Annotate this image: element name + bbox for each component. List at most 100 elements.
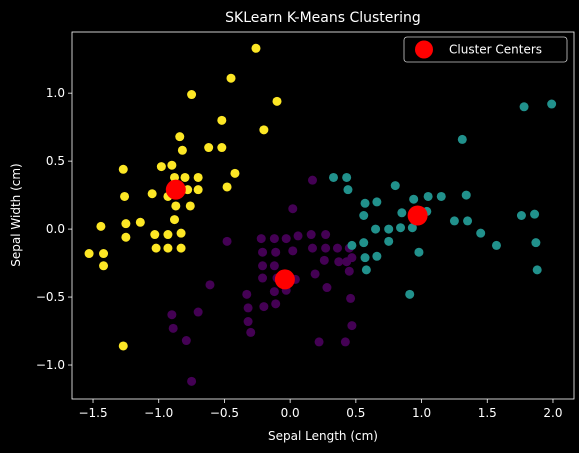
x-axis-label: Sepal Length (cm)	[268, 429, 378, 443]
y-tick-label-2: 0.0	[46, 222, 65, 236]
x-tick-label-4: 0.5	[346, 406, 365, 420]
scatter-point-cluster-0-11	[204, 143, 214, 153]
scatter-point-cluster-2-22	[396, 223, 406, 233]
scatter-point-cluster-1-10	[271, 247, 281, 257]
scatter-point-cluster-2-11	[372, 197, 382, 207]
scatter-point-cluster-2-16	[463, 216, 473, 226]
scatter-point-cluster-0-12	[217, 143, 227, 153]
scatter-point-cluster-2-13	[397, 208, 407, 218]
legend: Cluster Centers	[403, 36, 568, 63]
scatter-point-cluster-2-32	[360, 253, 370, 263]
scatter-point-cluster-2-19	[359, 211, 369, 220]
scatter-point-cluster-2-12	[409, 194, 419, 204]
scatter-point-cluster-1-0	[307, 175, 317, 185]
scatter-point-cluster-0-10	[167, 160, 177, 170]
scatter-point-cluster-0-9	[156, 162, 166, 172]
scatter-point-cluster-1-9	[258, 247, 268, 257]
scatter-point-cluster-2-5	[343, 185, 353, 195]
scatter-point-cluster-0-7	[259, 125, 269, 135]
y-tick-label-4: 1.0	[46, 86, 65, 100]
scatter-point-cluster-0-36	[163, 243, 173, 253]
scatter-point-cluster-0-30	[163, 230, 173, 240]
scatter-point-cluster-2-25	[359, 238, 369, 248]
scatter-point-cluster-1-32	[346, 293, 356, 303]
scatter-point-cluster-1-21	[342, 257, 352, 267]
scatter-point-cluster-2-2	[457, 134, 467, 144]
scatter-point-cluster-1-24	[205, 280, 215, 290]
scatter-point-cluster-1-39	[347, 321, 357, 331]
scatter-point-cluster-0-15	[193, 172, 203, 182]
x-axis: −1.5 −1.0 −0.5 0.0 0.5 1.0 1.5 2.0	[78, 399, 563, 420]
scatter-point-cluster-0-13	[170, 172, 180, 182]
x-tick-label-5: 1.0	[412, 406, 431, 420]
scatter-point-cluster-2-20	[371, 224, 381, 234]
scatter-point-cluster-2-28	[372, 251, 382, 261]
scatter-point-cluster-1-20	[334, 257, 344, 267]
scatter-point-cluster-2-4	[342, 172, 352, 182]
y-tick-label-0: −1.0	[36, 358, 65, 372]
scatter-point-cluster-2-26	[384, 236, 394, 246]
scatter-point-cluster-2-34	[532, 265, 542, 275]
scatter-point-cluster-2-30	[531, 238, 541, 248]
scatter-point-cluster-1-5	[281, 234, 291, 244]
x-tick-label-3: 0.0	[281, 406, 300, 420]
scatter-point-cluster-2-18	[530, 209, 540, 219]
scatter-point-cluster-1-41	[246, 327, 256, 337]
scatter-point-cluster-1-29	[242, 289, 252, 299]
scatter-point-cluster-0-3	[272, 96, 282, 106]
scatter-point-cluster-0-22	[222, 182, 232, 192]
scatter-point-cluster-2-10	[360, 198, 370, 208]
scatter-point-cluster-0-1	[187, 90, 197, 100]
scatter-point-cluster-0-25	[170, 215, 180, 225]
legend-marker-cluster-centers	[415, 40, 433, 59]
scatter-point-cluster-2-35	[405, 289, 415, 299]
scatter-point-cluster-1-22	[310, 269, 320, 279]
scatter-point-cluster-1-11	[288, 246, 298, 256]
scatter-point-cluster-1-7	[306, 230, 316, 240]
chart-title: SKLearn K-Means Clustering	[225, 10, 421, 26]
scatter-point-cluster-0-21	[193, 185, 203, 195]
scatter-point-cluster-0-39	[118, 341, 128, 351]
plot-area	[84, 43, 557, 386]
plot-frame	[71, 31, 575, 400]
scatter-point-cluster-0-6	[217, 115, 227, 125]
scatter-point-cluster-1-37	[193, 307, 203, 317]
scatter-point-cluster-1-13	[321, 243, 331, 253]
scatter-point-cluster-2-24	[476, 228, 486, 238]
scatter-point-cluster-0-17	[120, 191, 130, 201]
y-tick-label-3: 0.5	[46, 154, 65, 168]
scatter-point-cluster-1-38	[243, 317, 253, 327]
scatter-point-cluster-1-8	[321, 230, 331, 240]
scatter-point-cluster-1-23	[344, 266, 354, 276]
scatter-point-cluster-0-31	[176, 228, 186, 238]
scatter-point-cluster-0-34	[99, 249, 109, 259]
scatter-point-cluster-1-25	[258, 273, 268, 283]
scatter-point-cluster-0-18	[147, 189, 157, 199]
scatter-point-cluster-0-35	[151, 243, 161, 253]
x-tick-label-7: 2.0	[543, 406, 562, 420]
scatter-point-cluster-0-2	[226, 73, 236, 83]
scatter-point-cluster-1-17	[258, 261, 268, 271]
legend-box	[403, 36, 568, 63]
scatter-point-cluster-0-23	[171, 201, 181, 211]
scatter-point-cluster-1-18	[269, 261, 279, 271]
scatter-point-cluster-1-4	[269, 234, 279, 244]
scatter-point-cluster-0-0	[251, 43, 261, 53]
scatter-point-cluster-2-21	[384, 224, 394, 234]
y-axis: −1.0 −0.5 0.0 0.5 1.0	[36, 86, 72, 372]
cluster-center-1	[407, 205, 428, 226]
scatter-point-cluster-1-19	[319, 255, 329, 265]
scatter-point-cluster-2-33	[361, 265, 371, 275]
scatter-point-cluster-0-14	[180, 172, 190, 182]
scatter-point-cluster-1-12	[307, 243, 317, 253]
scatter-point-cluster-1-43	[314, 337, 324, 347]
scatter-point-cluster-1-30	[269, 287, 279, 297]
scatter-point-cluster-1-3	[256, 234, 266, 244]
scatter-point-cluster-0-37	[176, 243, 186, 253]
scatter-point-cluster-1-40	[168, 323, 178, 333]
scatter-point-cluster-1-34	[259, 302, 269, 312]
y-tick-label-1: −0.5	[36, 290, 65, 304]
scatter-point-cluster-1-14	[332, 243, 342, 253]
